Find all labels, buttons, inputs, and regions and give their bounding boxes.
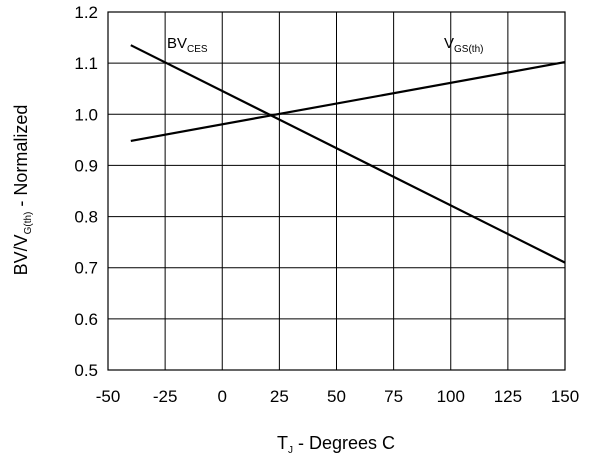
y-tick-label: 1.0 — [74, 105, 98, 124]
series-label-vgsth-main: V — [444, 35, 454, 52]
y-tick-labels: 0.5 0.6 0.7 0.8 0.9 1.0 1.1 1.2 — [74, 3, 98, 380]
x-axis-title: TJ - Degrees C — [277, 433, 395, 456]
series-label-bvces-sub: CES — [187, 44, 208, 55]
x-tick-labels: -50 -25 0 25 50 75 100 125 150 — [96, 387, 579, 406]
y-tick-label: 0.9 — [74, 156, 98, 175]
y-tick-label: 0.6 — [74, 310, 98, 329]
y-tick-label: 1.2 — [74, 3, 98, 22]
y-tick-label: 1.1 — [74, 54, 98, 73]
y-tick-label: 0.8 — [74, 208, 98, 227]
x-axis-title-main: T — [277, 433, 288, 453]
x-tick-label: 100 — [437, 387, 465, 406]
y-axis-title-sub: G(th) — [23, 212, 34, 235]
grid — [107, 11, 566, 371]
series-lines — [130, 44, 566, 264]
x-tick-label: 25 — [270, 387, 289, 406]
x-tick-label: 150 — [551, 387, 579, 406]
y-axis-title-main: BV/V — [11, 234, 31, 275]
y-tick-label: 0.5 — [74, 361, 98, 380]
x-tick-label: -25 — [153, 387, 178, 406]
x-tick-label: 0 — [218, 387, 227, 406]
x-tick-label: 75 — [384, 387, 403, 406]
x-tick-label: -50 — [96, 387, 121, 406]
series-label-vgsth: VGS(th) — [444, 35, 483, 55]
x-axis-title-rest: - Degrees C — [293, 433, 395, 453]
series-label-bvces-main: BV — [167, 35, 187, 52]
series-label-vgsth-sub: GS(th) — [454, 44, 483, 55]
x-tick-label: 50 — [327, 387, 346, 406]
series-line-bvces — [130, 44, 566, 264]
x-tick-label: 125 — [494, 387, 522, 406]
plot-frame — [107, 11, 566, 371]
y-axis-title-rest: - Normalized — [11, 105, 31, 212]
y-axis-title: BV/VG(th) - Normalized — [11, 105, 34, 276]
y-tick-label: 0.7 — [74, 259, 98, 278]
series-label-bvces: BVCES — [167, 35, 208, 55]
x-axis-title-sub: J — [288, 445, 293, 456]
series-line-vgsth — [130, 61, 566, 142]
